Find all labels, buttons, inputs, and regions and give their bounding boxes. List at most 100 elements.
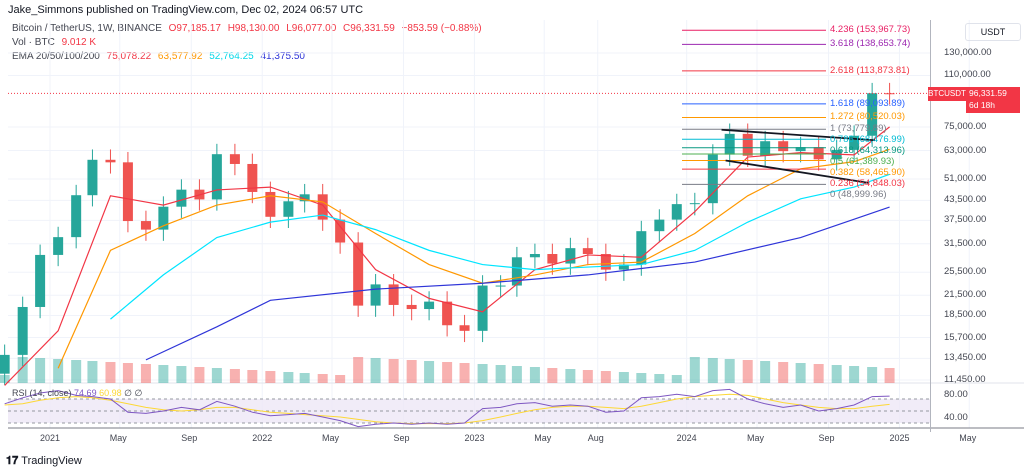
- volume-bar: [495, 365, 506, 383]
- symbol-title[interactable]: Bitcoin / TetherUS, 1W, BINANCE: [12, 23, 162, 34]
- volume-bar: [140, 364, 151, 383]
- candle-body: [406, 304, 417, 310]
- brand-name: TradingView: [21, 455, 82, 467]
- candle-body: [547, 254, 558, 264]
- ema-legend: EMA 20/50/100/200 75,078.22 63,577.92 52…: [12, 51, 309, 62]
- volume-bar: [122, 363, 133, 383]
- volume-bar: [247, 370, 258, 383]
- ema50-value: 63,577.92: [157, 51, 203, 62]
- price-tick: 75,000.00: [944, 121, 987, 133]
- price-tick: 43,500.00: [944, 194, 987, 206]
- volume-bar: [17, 357, 28, 383]
- price-tick: 21,500.00: [944, 289, 987, 301]
- fib-value: 113,873.81: [859, 64, 907, 76]
- fib-value: 54,848.03: [859, 178, 902, 190]
- candle-body: [618, 264, 629, 270]
- fib-label: 2.618 (113,873.81): [830, 64, 910, 76]
- candle-body: [565, 248, 576, 264]
- fib-ratio: 0.382: [830, 167, 854, 179]
- rsi-tick-80: 80.00: [944, 389, 968, 400]
- candle-body: [353, 242, 364, 306]
- time-tick: May: [534, 433, 552, 443]
- fib-value: 89,093.89: [859, 97, 902, 109]
- candle-body: [283, 201, 294, 217]
- fib-value: 153,967.73: [859, 24, 908, 36]
- volume-bar: [158, 365, 169, 383]
- candle-body: [247, 163, 258, 192]
- fib-label: 1.618 (89,093.89): [830, 97, 906, 109]
- fib-label: 0.5 (61,389.93): [830, 156, 895, 168]
- tradingview-logo-icon: 𝟏𝟕: [6, 455, 22, 467]
- candle-body: [0, 354, 10, 374]
- tradingview-logo[interactable]: 𝟏𝟕 TradingView: [6, 455, 82, 468]
- candle-body: [760, 141, 771, 156]
- currency-button[interactable]: USDT: [965, 23, 1021, 41]
- ema-label[interactable]: EMA 20/50/100/200: [12, 51, 100, 62]
- rsi-ma-value: 60.98: [99, 388, 122, 398]
- volume-bar: [778, 362, 789, 383]
- candle-body: [689, 203, 700, 205]
- fib-value: 48,999.96: [841, 189, 884, 201]
- rsi-label[interactable]: RSI (14, close): [12, 388, 72, 398]
- fib-value: 61,389.93: [849, 156, 892, 168]
- ohlc-low: L96,077.00: [286, 23, 337, 34]
- time-tick: 2024: [676, 433, 697, 443]
- candle-body: [122, 162, 133, 222]
- time-tick: 2025: [889, 433, 910, 443]
- volume-bar: [105, 362, 116, 383]
- time-tick: 2023: [464, 433, 485, 443]
- volume-bar: [565, 369, 576, 383]
- candle-body: [867, 93, 878, 136]
- volume-bar: [35, 358, 46, 383]
- volume-bar: [529, 367, 540, 383]
- volume-bar: [795, 363, 806, 383]
- time-tick: May: [321, 433, 339, 443]
- price-tick: 63,000.00: [944, 144, 987, 156]
- candle-body: [140, 221, 151, 230]
- price-tick: 31,500.00: [944, 237, 987, 249]
- ohlc-high: H98,130.00: [227, 23, 280, 34]
- rsi-legend: RSI (14, close) 74.69 60.98 ∅ ∅: [12, 388, 142, 399]
- fib-value: 64,313.96: [859, 145, 902, 157]
- candle-body: [778, 141, 789, 152]
- time-tick: Sep: [393, 433, 410, 443]
- volume-label[interactable]: Vol · BTC: [12, 37, 55, 48]
- candle-body: [636, 231, 647, 265]
- price-tick: 18,500.00: [944, 309, 987, 321]
- ema20-line: [4, 126, 890, 386]
- fib-value: 68,476.99: [859, 134, 902, 146]
- volume-bar: [176, 366, 187, 383]
- candle-body: [529, 254, 540, 258]
- price-tick: 51,000.00: [944, 172, 987, 184]
- volume-bar: [760, 361, 771, 383]
- fib-ratio: 0.5: [830, 156, 844, 168]
- fib-ratio: 2.618: [830, 64, 854, 76]
- fib-label: 1.272 (80,520.03): [830, 111, 906, 123]
- candle-body: [849, 135, 860, 150]
- rsi-line: [4, 388, 890, 428]
- fib-label: 0.786 (68,476.99): [830, 134, 906, 146]
- fib-ratio: 0.236: [830, 178, 854, 190]
- time-tick: 2021: [40, 433, 61, 443]
- price-tick: 11,450.00: [944, 374, 986, 386]
- candle-body: [495, 285, 506, 287]
- time-tick: Sep: [181, 433, 198, 443]
- ema200-line: [145, 206, 890, 361]
- volume-bar: [689, 357, 700, 383]
- candle-body: [424, 301, 435, 310]
- price-tag-value: 96,331.59 6d 18h: [966, 87, 1020, 113]
- volume-bar: [406, 360, 417, 383]
- fib-value: 73,779.89: [841, 123, 884, 135]
- volume-bar: [299, 373, 310, 383]
- rsi-ma-line: [4, 393, 890, 425]
- volume-bar: [424, 361, 435, 383]
- volume-bar: [194, 367, 205, 383]
- volume-bar: [742, 360, 753, 383]
- rsi-hidden-icons[interactable]: ∅ ∅: [124, 388, 143, 398]
- candle-body: [459, 325, 470, 331]
- fib-label: 4.236 (153,967.73): [830, 24, 911, 36]
- candle-body: [582, 248, 593, 255]
- rsi-tick-40: 40.00: [944, 412, 968, 423]
- candle-body: [442, 301, 453, 326]
